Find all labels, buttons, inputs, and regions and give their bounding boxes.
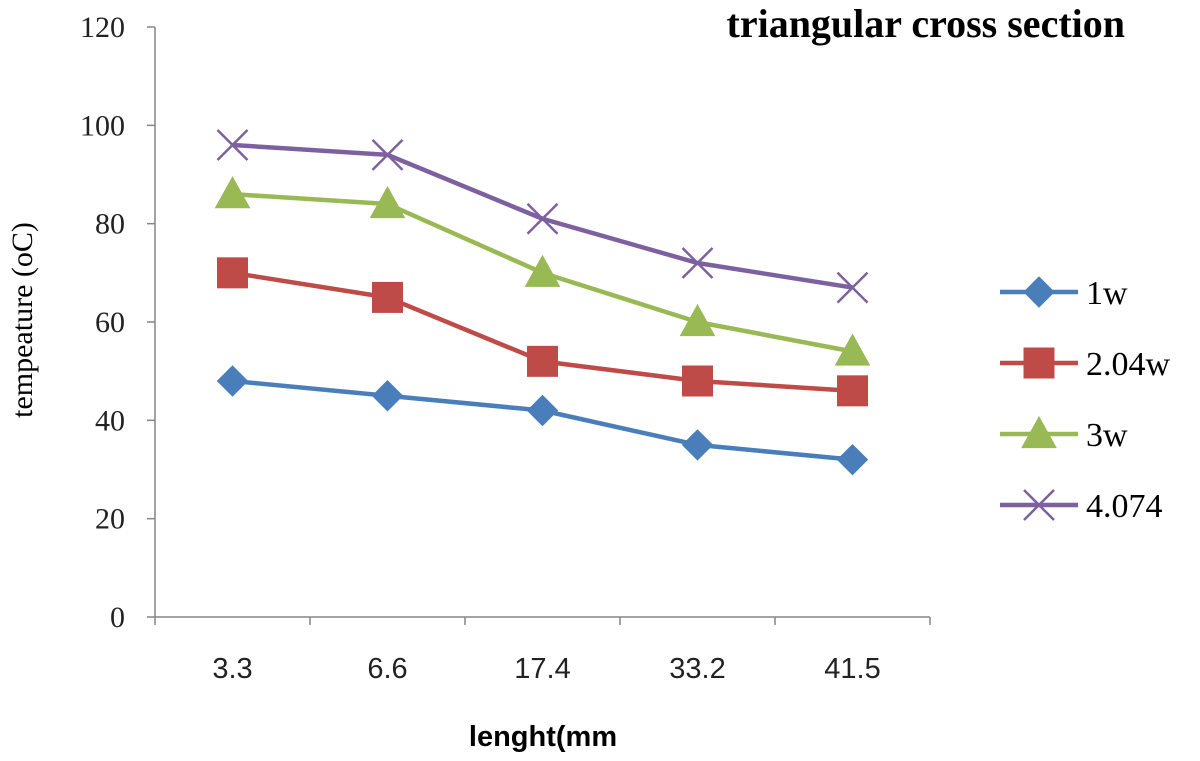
data-point xyxy=(217,257,248,289)
data-point xyxy=(216,365,249,397)
y-tick-label: 40 xyxy=(95,404,125,437)
legend-marker xyxy=(1023,347,1055,379)
legend-item: 3w xyxy=(1000,415,1128,454)
y-tick-label: 0 xyxy=(110,601,125,634)
data-point xyxy=(836,443,869,476)
legend-label: 3w xyxy=(1086,417,1128,454)
legend-label: 1w xyxy=(1086,275,1128,312)
data-point xyxy=(216,129,249,161)
y-tick-label: 100 xyxy=(80,109,125,142)
data-point xyxy=(372,281,403,313)
data-point xyxy=(524,254,561,287)
data-point xyxy=(526,394,559,427)
data-point xyxy=(682,365,713,397)
series-0 xyxy=(216,365,869,476)
legend-item: 1w xyxy=(1000,275,1128,312)
y-tick-label: 120 xyxy=(80,11,125,44)
data-point xyxy=(527,345,558,377)
legend-item: 4.074 xyxy=(1000,488,1163,525)
x-tick-label: 3.3 xyxy=(212,653,252,685)
data-point xyxy=(371,138,404,171)
data-point xyxy=(371,380,404,412)
legend-label: 2.04w xyxy=(1086,346,1171,383)
series-3 xyxy=(216,129,869,304)
axes: 0 20 40 60 80 100 120 3.3 6.6 17.4 33.2 41.5 xyxy=(80,11,931,685)
data-point xyxy=(681,429,714,461)
data-point xyxy=(834,333,871,366)
y-tick-label: 20 xyxy=(95,503,125,536)
chart-title: triangular cross section xyxy=(727,1,1126,46)
data-point xyxy=(214,176,251,209)
data-point xyxy=(369,185,406,219)
data-point xyxy=(526,202,559,235)
x-tick-label: 33.2 xyxy=(669,653,725,685)
legend: 1w 2.04w 3w 4.074 xyxy=(1000,275,1171,525)
data-point xyxy=(679,303,716,337)
x-tick-label: 17.4 xyxy=(514,653,570,685)
legend-label: 4.074 xyxy=(1086,488,1163,525)
legend-marker xyxy=(1023,276,1055,308)
y-tick-label: 60 xyxy=(95,306,125,339)
legend-item: 2.04w xyxy=(1000,346,1171,383)
legend-marker xyxy=(1023,489,1055,521)
data-point xyxy=(836,271,869,304)
data-point xyxy=(837,375,868,407)
legend-marker xyxy=(1021,415,1057,449)
y-tick-label: 80 xyxy=(95,208,125,241)
series-2 xyxy=(214,176,871,366)
x-tick-label: 6.6 xyxy=(367,653,407,685)
x-axis-label: lenght(mm xyxy=(469,721,617,753)
y-axis-label: tempeature (oC) xyxy=(6,222,39,418)
x-tick-label: 41.5 xyxy=(824,653,880,685)
series-layer xyxy=(214,129,871,476)
data-point xyxy=(681,247,714,279)
series-1 xyxy=(217,257,868,407)
